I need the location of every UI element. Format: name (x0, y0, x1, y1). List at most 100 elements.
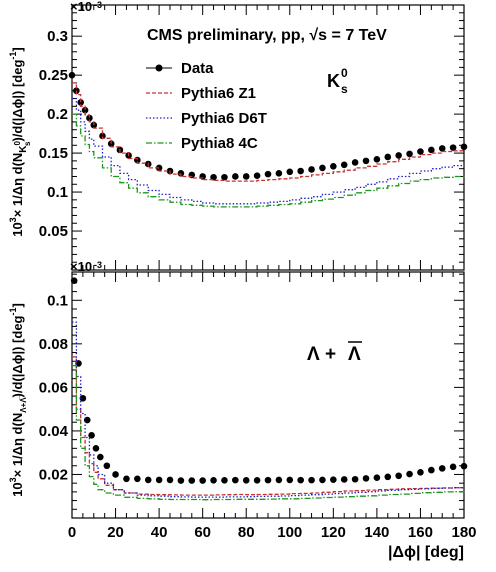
top-data-point (77, 99, 85, 106)
top-data-point (199, 173, 206, 180)
legend-label-pythia8-4c: Pythia8 4C (181, 135, 258, 152)
ylabel-top-part6: s (23, 141, 32, 146)
bottom-data-point (79, 394, 87, 402)
bottom-data-point (221, 477, 228, 484)
top-data-point (384, 153, 392, 161)
top-panel: 0.05 0.1 0.15 0.2 0.25 0.3 ×10 -3 CMS prelimi… (8, 0, 468, 271)
bottom-data-point (112, 471, 119, 478)
top-y-tick-label: 0.2 (47, 106, 68, 123)
top-data-point (177, 170, 185, 177)
top-y-axis-label: 103× 1/Δη d(NK0s)/d(|Δϕ|) [deg-1] (8, 47, 32, 237)
x-tick-label: 20 (107, 524, 124, 541)
ylabel-top-part2: 3 (8, 217, 18, 222)
bottom-data-point (406, 470, 413, 478)
bottom-data-point (460, 462, 468, 470)
top-data-point (417, 148, 424, 155)
bottom-data-point (417, 468, 424, 476)
top-data-point (68, 71, 76, 79)
bottom-series-pythia6-d6t (72, 321, 465, 498)
top-data-point (406, 150, 413, 158)
legend-label-data: Data (181, 60, 214, 77)
bottom-data-point (308, 476, 315, 484)
bottom-data-point (362, 475, 370, 482)
bottom-data-point (70, 277, 78, 285)
top-panel-frame (71, 4, 465, 271)
top-y-tick-label: 0.05 (39, 223, 68, 240)
top-data-point (351, 159, 359, 166)
legend: Data Pythia6 Z1 Pythia6 D6T Pythia8 4C (146, 60, 267, 152)
ylabel-bot-part1: 10 (10, 482, 25, 496)
top-y-tick-label: 0.15 (39, 145, 68, 162)
top-data-point (242, 173, 250, 180)
top-y-tick-label: 0.1 (47, 184, 68, 201)
ylabel-top-part3: × 1/Δη d(N (10, 153, 25, 218)
bottom-series-pythia8-4c (72, 364, 465, 501)
bottom-data-point (319, 476, 326, 484)
bottom-data-point (286, 476, 294, 484)
ylabel-bot-part3: × 1/Δη d(N (10, 413, 25, 478)
ylabel-top-part1: 10 (10, 222, 25, 236)
top-series-pythia8-4c (72, 113, 465, 208)
bottom-data-point (134, 475, 141, 483)
ylabel-bot-part4: Λ+Λ̅ (19, 394, 28, 412)
bottom-data-point (123, 475, 130, 483)
bottom-data-point (88, 431, 95, 439)
top-data-point (86, 114, 93, 122)
bottom-data-point (253, 477, 261, 484)
top-data-point (362, 157, 370, 165)
top-data-point (460, 143, 468, 151)
bottom-data-point (438, 465, 446, 472)
bottom-data-point (103, 462, 111, 470)
ks0-main: K (327, 71, 340, 91)
top-exponent-label: ×10 (70, 0, 92, 14)
x-tick-label: 120 (321, 524, 346, 541)
top-data-point (297, 167, 304, 175)
top-data-point (232, 173, 239, 180)
ylabel-top-part7: )/d(|Δϕ|) [deg (10, 60, 25, 142)
top-data-point (319, 164, 326, 172)
top-data-point (438, 145, 446, 152)
top-exponent-power: -3 (94, 0, 102, 10)
particle-label-ks0: K 0 s (327, 66, 348, 96)
svg-text:103× 1/Δη d(NK0s)/d(|Δϕ|) [deg: 103× 1/Δη d(NK0s)/d(|Δϕ|) [deg-1] (8, 47, 32, 237)
legend-label-pythia6-d6t: Pythia6 D6T (181, 110, 267, 127)
top-data-point (428, 146, 435, 154)
bottom-data-point (144, 476, 152, 484)
top-data-point (210, 173, 217, 181)
top-y-tick-label: 0.25 (39, 67, 68, 84)
bottom-axis-ticks: 0.02 0.04 0.06 0.08 0.1 0 20 40 60 80 100 120 140 160… (39, 272, 477, 541)
bottom-data-point (449, 463, 457, 471)
bottom-data-point (166, 476, 174, 484)
x-tick-label: 180 (451, 524, 476, 541)
bottom-series-group (70, 277, 468, 501)
top-data-point (221, 173, 228, 181)
x-tick-label: 140 (364, 524, 389, 541)
bottom-y-tick-label: 0.04 (39, 423, 69, 440)
lambda-right: Λ (348, 344, 361, 365)
bottom-data-point (92, 445, 100, 452)
svg-text:103× 1/Δη d(NΛ+Λ̅)/d(|Δϕ|) [de: 103× 1/Δη d(NΛ+Λ̅)/d(|Δϕ|) [deg-1] (8, 303, 28, 497)
ks0-sup: 0 (341, 66, 348, 80)
top-data-point (395, 152, 402, 159)
bottom-data-point (351, 475, 359, 483)
ylabel-bot-part2: 3 (8, 477, 18, 482)
bottom-data-point (428, 466, 435, 474)
bottom-data-point (264, 476, 272, 484)
top-data-point (373, 156, 381, 163)
top-y-tick-label: 0.3 (47, 28, 68, 45)
bottom-data-point (199, 477, 206, 484)
top-data-point (449, 144, 457, 151)
bottom-data-point (275, 476, 283, 484)
x-tick-label: 100 (277, 524, 302, 541)
bottom-data-point (384, 473, 392, 481)
ylabel-bot-part6: -1 (8, 307, 18, 315)
bottom-data-point (395, 472, 402, 480)
top-axis-ticks: 0.05 0.1 0.15 0.2 0.25 0.3 (39, 5, 465, 270)
bottom-data-point (97, 453, 104, 461)
top-data-point (308, 166, 315, 173)
bottom-y-tick-label: 0.1 (47, 292, 68, 309)
ylabel-top-part4: K (18, 145, 29, 153)
bottom-exponent-label: ×10 (70, 259, 92, 274)
ks0-sub: s (341, 82, 348, 96)
